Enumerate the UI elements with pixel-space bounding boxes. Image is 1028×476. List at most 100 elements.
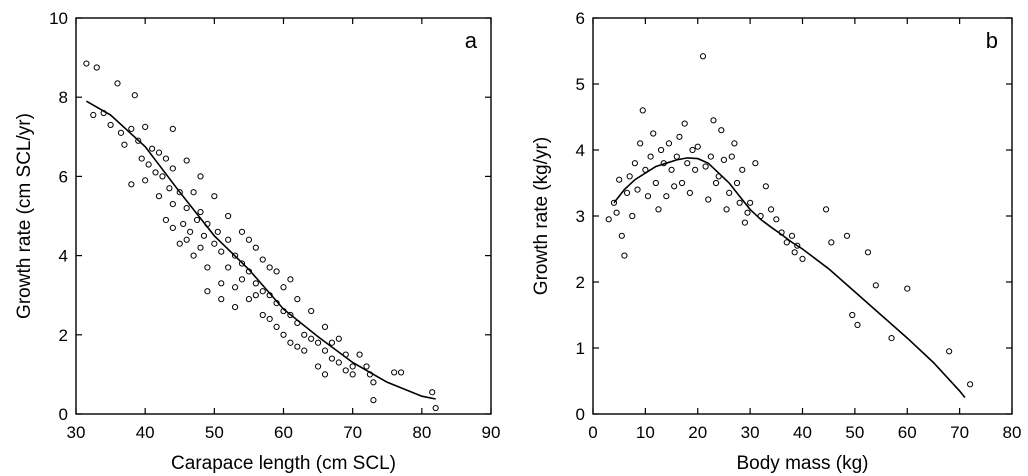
data-point — [273, 323, 280, 330]
data-point — [204, 288, 211, 295]
data-point — [211, 240, 218, 247]
data-point — [183, 204, 190, 212]
data-point — [145, 161, 152, 168]
x-tick-label: 90 — [482, 423, 501, 442]
data-point — [211, 193, 218, 200]
data-point — [162, 216, 170, 224]
data-point — [370, 379, 377, 386]
plot-frame — [592, 17, 1013, 415]
y-tick-label: 1 — [576, 339, 585, 358]
y-tick-label: 8 — [59, 88, 68, 107]
y-tick-label: 6 — [59, 167, 68, 186]
y-tick-label: 4 — [59, 247, 68, 266]
data-point — [245, 296, 253, 303]
data-point — [321, 323, 329, 330]
data-point — [266, 315, 273, 323]
data-point — [252, 244, 259, 251]
data-point — [107, 121, 114, 129]
data-point — [370, 397, 377, 404]
plot-frame — [75, 17, 492, 415]
data-point — [197, 244, 204, 251]
x-axis-label: Body mass (kg) — [737, 453, 869, 474]
data-point — [169, 165, 176, 172]
data-point — [702, 163, 709, 170]
data-point — [328, 355, 336, 362]
data-point — [335, 359, 342, 366]
data-point — [162, 155, 170, 162]
x-tick-label: 40 — [136, 423, 155, 442]
data-point — [634, 186, 641, 193]
data-point — [197, 208, 204, 216]
data-point — [294, 296, 301, 303]
data-point — [308, 307, 315, 315]
data-point — [967, 381, 974, 388]
data-point — [259, 311, 266, 319]
panel-label: b — [986, 28, 998, 53]
data-point — [655, 206, 662, 213]
data-point — [613, 209, 620, 216]
data-point — [888, 335, 895, 342]
data-point — [152, 169, 159, 176]
data-point — [287, 339, 294, 346]
data-point — [117, 129, 125, 136]
data-point — [794, 242, 801, 249]
data-point — [665, 140, 673, 147]
y-axis-label: Growth rate (kg/yr) — [531, 137, 552, 295]
data-point — [294, 343, 301, 350]
data-point — [148, 145, 156, 152]
data-point — [872, 282, 879, 289]
fit-curve — [613, 157, 966, 399]
data-point — [647, 153, 654, 160]
data-point — [142, 123, 149, 131]
data-point — [728, 153, 735, 160]
data-point — [214, 228, 221, 235]
x-tick-label: 80 — [1003, 423, 1022, 442]
data-point — [671, 183, 678, 190]
data-point — [720, 156, 728, 163]
data-point — [159, 173, 166, 180]
data-point — [723, 206, 730, 213]
data-point — [287, 311, 294, 319]
data-point — [287, 276, 294, 283]
data-point — [705, 196, 712, 203]
data-point — [169, 125, 176, 132]
data-point — [321, 371, 329, 378]
data-point — [238, 276, 246, 283]
x-tick-label: 60 — [898, 423, 917, 442]
data-point — [273, 268, 280, 275]
data-point — [93, 64, 100, 71]
data-point — [252, 292, 259, 299]
data-point — [689, 146, 696, 154]
data-point — [621, 252, 628, 259]
data-point — [652, 179, 659, 187]
data-point — [629, 212, 636, 220]
data-point — [349, 363, 356, 370]
data-point — [155, 149, 163, 156]
data-point — [747, 199, 754, 206]
data-point — [280, 331, 287, 338]
data-point — [904, 285, 911, 292]
data-point — [676, 133, 683, 140]
data-point — [231, 252, 239, 259]
data-point — [626, 173, 633, 180]
data-point — [128, 125, 135, 132]
data-point — [699, 53, 707, 60]
data-point — [650, 130, 657, 137]
data-point — [684, 160, 691, 167]
data-point — [686, 189, 693, 196]
panel-a: 30 40 50 60 70 80 90 0 2 4 6 8 10 Carapace length (cm… — [14, 9, 500, 474]
data-point — [363, 363, 370, 370]
data-point — [301, 331, 308, 338]
y-tick-label: 4 — [576, 141, 585, 160]
data-point — [843, 232, 851, 239]
y-tick-label: 10 — [49, 9, 68, 28]
data-point — [176, 189, 183, 196]
data-point — [169, 201, 176, 208]
x-tick-label: 80 — [412, 423, 431, 442]
data-point — [349, 371, 356, 378]
data-point — [187, 228, 194, 235]
data-point — [356, 351, 363, 358]
x-tick-label: 20 — [688, 423, 707, 442]
data-point — [328, 339, 336, 346]
